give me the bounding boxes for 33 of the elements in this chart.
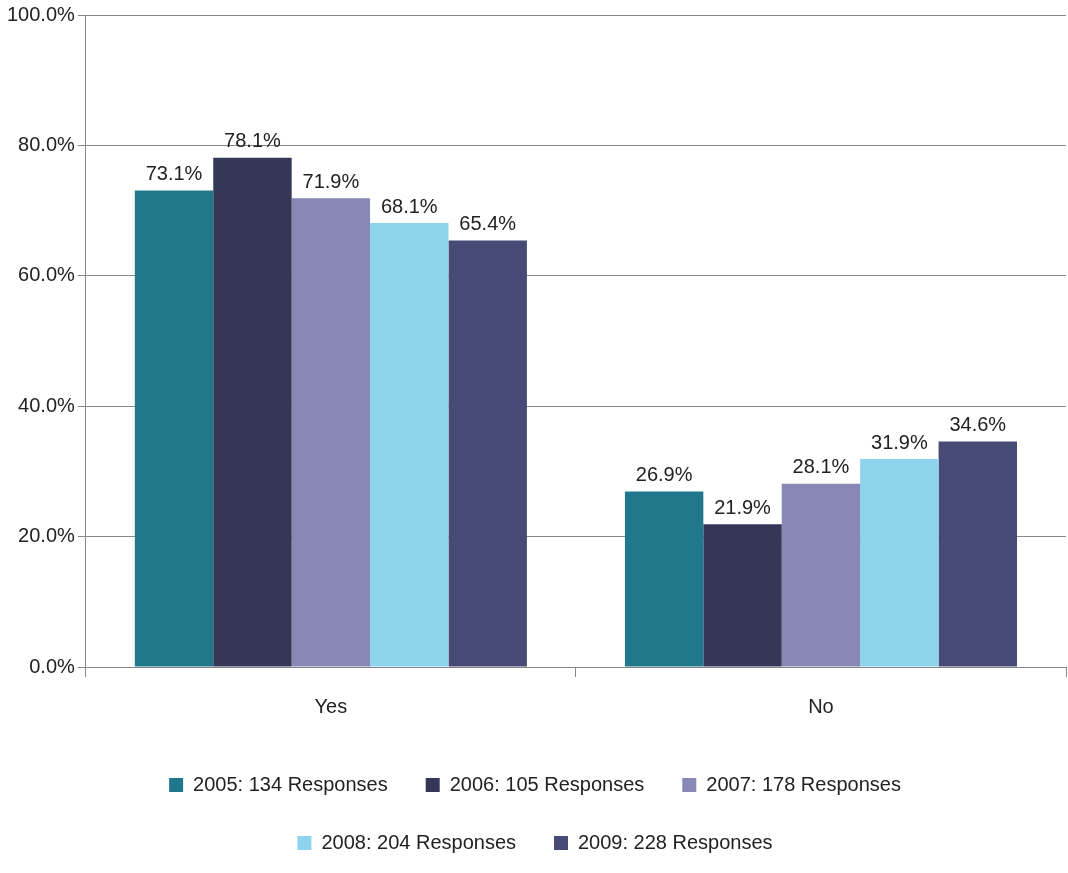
y-tick-label: 20.0% [18, 524, 76, 547]
bar [703, 524, 782, 667]
x-tick-label: No [808, 694, 834, 717]
data-label: 31.9% [871, 430, 928, 453]
data-label: 65.4% [459, 212, 517, 235]
bar [781, 483, 861, 667]
bar [134, 190, 214, 667]
bar [860, 459, 939, 667]
data-label: 68.1% [380, 194, 438, 217]
y-tick-label: 80.0% [18, 132, 76, 155]
legend-label: 2008: 204 Responses [321, 830, 516, 853]
legend-label: 2009: 228 Responses [578, 830, 773, 853]
legend-label: 2006: 105 Responses [449, 772, 645, 795]
data-label: 73.1% [145, 161, 203, 184]
data-label: 71.9% [302, 169, 360, 192]
data-label: 34.6% [949, 412, 1007, 435]
data-label: 21.9% [714, 495, 772, 518]
bar [624, 491, 704, 667]
bar [291, 198, 371, 667]
x-tick-label: Yes [314, 694, 348, 717]
legend-label: 2007: 178 Responses [706, 772, 901, 795]
y-tick-label: 60.0% [18, 263, 76, 286]
data-label: 28.1% [792, 455, 850, 478]
bar [448, 240, 527, 667]
data-label: 26.9% [635, 463, 693, 486]
bar [213, 157, 292, 667]
bar [938, 441, 1017, 667]
bar [370, 222, 449, 667]
data-label: 78.1% [224, 129, 282, 152]
y-tick-label: 0.0% [29, 654, 76, 677]
y-tick-label: 40.0% [18, 393, 76, 416]
y-tick-label: 100.0% [6, 2, 76, 25]
legend-label: 2005: 134 Responses [193, 772, 388, 795]
